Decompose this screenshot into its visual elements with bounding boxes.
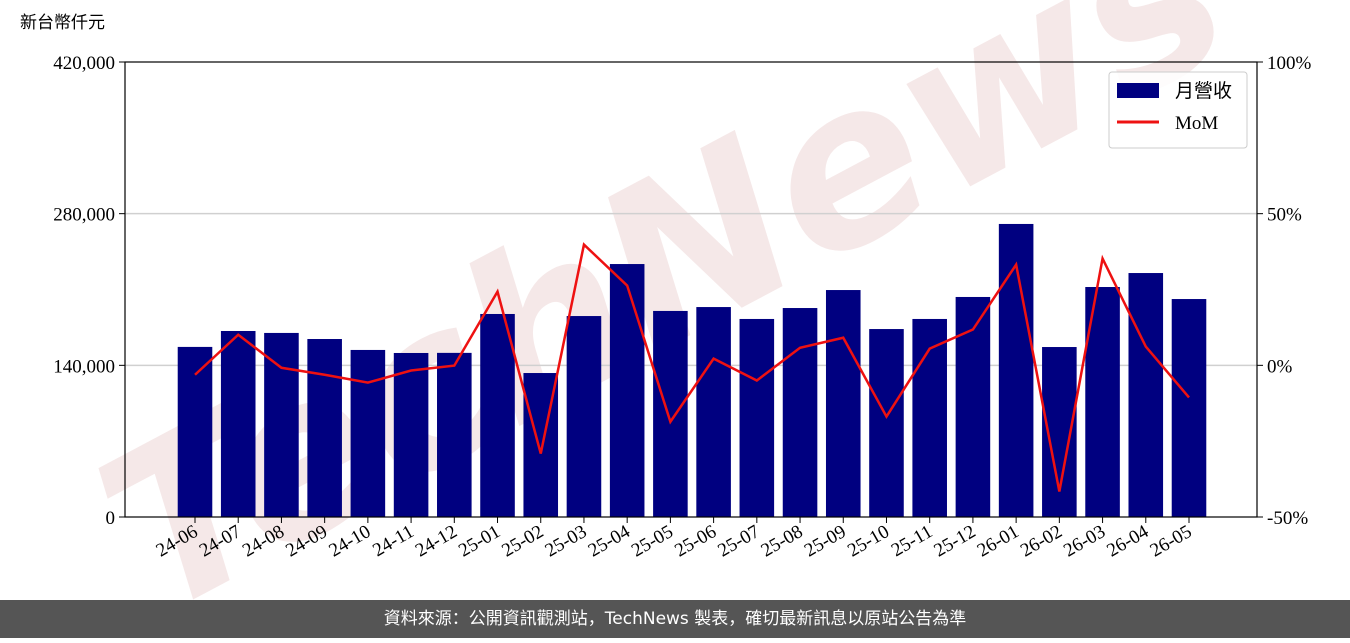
legend-label: MoM	[1175, 113, 1218, 134]
bar	[307, 339, 342, 517]
bar	[1128, 273, 1164, 517]
bar	[437, 352, 472, 517]
x-tick-label: 26-01	[974, 521, 1023, 561]
x-tick-label: 25-02	[498, 521, 547, 561]
bar	[825, 290, 861, 517]
bar	[912, 318, 947, 517]
x-tick-label: 25-07	[714, 521, 763, 561]
x-tick-label: 26-02	[1017, 521, 1066, 561]
bar	[998, 223, 1034, 518]
footer: 資料來源：公開資訊觀測站，TechNews 製表，確切最新訊息以原站公告為準	[384, 609, 966, 629]
bar	[1171, 299, 1207, 517]
x-tick-label: 25-10	[844, 521, 893, 561]
x-tick-label: 25-12	[931, 521, 980, 561]
y-axis-label: 新台幣仟元	[20, 13, 105, 33]
x-tick-label: 25-08	[758, 521, 807, 561]
legend-label: 月營收	[1175, 80, 1232, 102]
legend-swatch	[1117, 83, 1159, 98]
bar	[696, 307, 731, 517]
bar	[220, 330, 256, 517]
y-tick-label: 420,000	[53, 53, 115, 74]
y2-tick-label: -50%	[1267, 508, 1308, 529]
bar	[393, 352, 429, 517]
bar	[782, 308, 818, 517]
bar	[609, 264, 645, 517]
x-tick-label: 25-06	[671, 521, 720, 561]
x-tick-label: 26-03	[1060, 521, 1109, 561]
x-tick-label: 25-03	[542, 521, 591, 561]
bar	[264, 332, 299, 517]
x-tick-label: 25-11	[888, 521, 936, 561]
plot-frame	[124, 61, 1258, 518]
y-tick-label: 140,000	[53, 356, 115, 377]
x-tick-label: 26-05	[1147, 521, 1196, 561]
bar	[739, 318, 775, 517]
mom-line	[194, 242, 1190, 492]
bar	[350, 349, 386, 517]
x-tick-label: 25-05	[628, 521, 677, 561]
y-tick-label: 0	[106, 508, 116, 529]
bar	[177, 346, 213, 517]
bar	[869, 329, 904, 517]
x-tick-label: 26-04	[1103, 521, 1152, 562]
footer-band	[0, 600, 1350, 638]
bar	[566, 316, 602, 517]
x-tick-label: 25-04	[585, 521, 634, 562]
bar	[480, 313, 515, 517]
y2-tick-label: 100%	[1267, 53, 1312, 74]
x-tick-label: 25-01	[455, 521, 504, 561]
y-tick-label: 280,000	[53, 205, 115, 226]
y2-tick-label: 50%	[1267, 205, 1302, 226]
x-tick-label: 25-09	[801, 521, 850, 561]
bar	[653, 310, 688, 517]
y2-tick-label: 0%	[1267, 356, 1293, 377]
